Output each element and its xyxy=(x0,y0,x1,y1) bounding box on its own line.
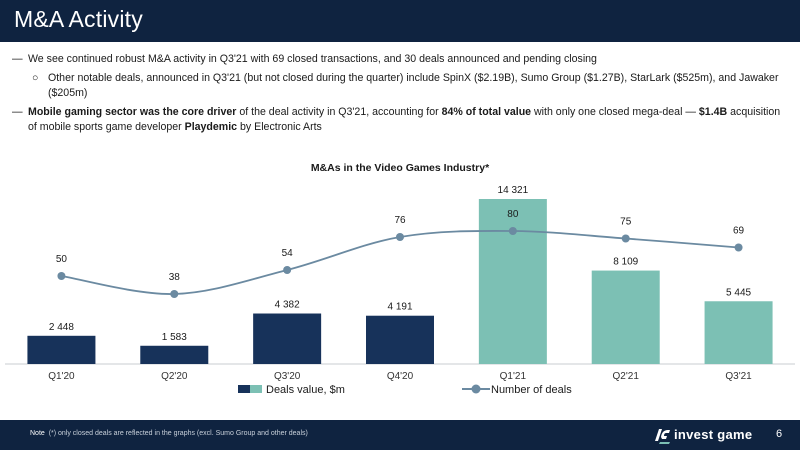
title-bar: M&A Activity xyxy=(0,0,800,42)
bar-value-label: 14 321 xyxy=(498,185,529,196)
legend-line-label: Number of deals xyxy=(491,384,572,396)
bar xyxy=(366,315,434,364)
footer-note: Note (*) only closed deals are reflected… xyxy=(30,430,308,437)
sub-bullet-text: Other notable deals, announced in Q3'21 … xyxy=(48,72,779,99)
line-point xyxy=(396,233,404,241)
x-tick-label: Q2'21 xyxy=(613,371,640,382)
legend-bar-swatch xyxy=(250,385,262,393)
chart-title: M&As in the Video Games Industry* xyxy=(310,162,490,174)
bar xyxy=(704,301,773,364)
bullet-dash: — xyxy=(12,106,23,118)
line-point xyxy=(621,234,630,243)
footer: Note (*) only closed deals are reflected… xyxy=(0,420,800,450)
line-point xyxy=(734,243,743,252)
bullet-list: — We see continued robust M&A activity i… xyxy=(12,52,782,139)
line-point xyxy=(283,266,292,274)
bar xyxy=(27,335,96,364)
line-point xyxy=(170,290,179,298)
x-tick-label: Q4'20 xyxy=(387,371,414,382)
x-tick-label: Q1'20 xyxy=(48,371,75,382)
sub-bullet-item: ○ Other notable deals, announced in Q3'2… xyxy=(12,71,782,101)
brand-name: invest game xyxy=(674,427,753,442)
bullet-text: of the deal activity in Q3'21, accountin… xyxy=(236,106,442,118)
bullet-text: with only one closed mega-deal — xyxy=(531,106,699,118)
bullet-emphasis: Mobile gaming sector was the core driver xyxy=(28,106,237,118)
bullet-item: — Mobile gaming sector was the core driv… xyxy=(12,105,782,135)
page-number: 6 xyxy=(776,428,783,440)
line-value-label: 80 xyxy=(507,209,519,220)
x-tick-label: Q1'21 xyxy=(500,371,527,382)
x-tick-label: Q2'20 xyxy=(161,371,188,382)
line-value-label: 69 xyxy=(733,226,745,237)
line-value-label: 76 xyxy=(394,215,406,226)
bullet-dash: — xyxy=(12,53,23,65)
bar-value-label: 4 191 xyxy=(387,302,412,313)
line-point xyxy=(57,272,66,280)
line-value-label: 54 xyxy=(282,248,294,259)
bullet-text: acquisition of mobile sports game develo… xyxy=(28,106,781,133)
page-title: M&A Activity xyxy=(14,6,143,32)
bar xyxy=(591,270,660,364)
line-value-label: 38 xyxy=(169,272,181,283)
bullet-emphasis: $1.4B xyxy=(698,106,728,118)
note-label: Note xyxy=(30,430,45,437)
bar xyxy=(478,199,547,364)
line-value-label: 50 xyxy=(56,254,68,265)
bar-value-label: 2 448 xyxy=(49,322,74,333)
bullet-item: — We see continued robust M&A activity i… xyxy=(12,52,782,67)
bar-value-label: 1 583 xyxy=(162,332,187,343)
bar xyxy=(140,345,209,364)
bullet-emphasis: 84% of total value xyxy=(441,106,532,118)
x-tick-label: Q3'21 xyxy=(725,371,752,382)
deals-chart: 2 448 Q1'20 1 583 Q2'20 4 382 Q3'20 4 191 Q4'20… xyxy=(5,185,795,396)
bullet-text: We see continued robust M&A activity in … xyxy=(28,53,597,65)
bar xyxy=(253,313,322,364)
bullet-text: by Electronic Arts xyxy=(237,121,322,133)
x-tick-label: Q3'20 xyxy=(274,371,301,382)
circle-bullet-icon: ○ xyxy=(32,72,39,84)
legend-line-marker xyxy=(471,384,481,394)
invest-game-logo-icon xyxy=(655,429,670,444)
note-text: (*) only closed deals are reflected in t… xyxy=(48,430,308,437)
line-value-label: 75 xyxy=(620,217,632,228)
bar-value-label: 8 109 xyxy=(613,257,638,268)
bar-value-label: 4 382 xyxy=(275,300,300,311)
legend-bar-label: Deals value, $m xyxy=(266,384,345,396)
bar-value-label: 5 445 xyxy=(726,287,751,298)
bullet-emphasis: Playdemic xyxy=(184,121,238,133)
line-point xyxy=(508,227,517,235)
